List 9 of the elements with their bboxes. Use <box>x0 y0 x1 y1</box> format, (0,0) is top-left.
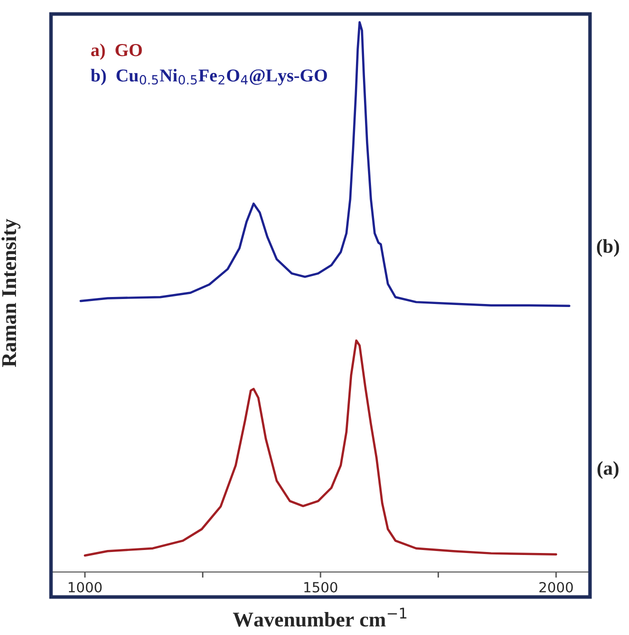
x-tick-label: 1000 <box>68 582 102 592</box>
text: (b) <box>596 239 620 257</box>
text: (a) <box>598 461 618 479</box>
x-axis-title: Wavenumber cm$^{−1}$ <box>232 608 406 627</box>
y-axis-title: Raman Intensity <box>1 218 20 368</box>
x-tick-label: 2000 <box>539 582 573 592</box>
text: b) Cu$_{0.5}$Ni$_{0.5}$Fe$_{2}$O$_{4}$@Lys-GO <box>90 68 327 86</box>
text: a) GO <box>91 43 142 60</box>
x-tick-label: 1500 <box>304 582 338 592</box>
